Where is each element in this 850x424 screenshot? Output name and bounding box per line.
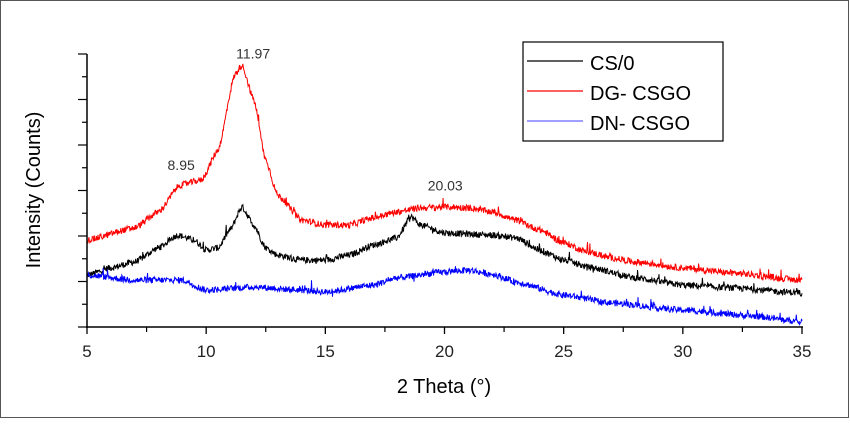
peak-annotation: 11.97 (236, 46, 270, 62)
legend-label-dn-csgo: DN- CSGO (590, 113, 690, 135)
peak-annotation: 8.95 (168, 157, 195, 173)
x-tick-label: 25 (554, 342, 573, 361)
legend-label-cs0: CS/0 (590, 53, 634, 75)
series-line-dg-csgo (86, 63, 803, 284)
series-line-cs-0 (86, 203, 803, 297)
x-tick-label: 20 (435, 342, 454, 361)
x-axis-label: 2 Theta (°) (397, 376, 491, 398)
x-tick-label: 30 (673, 342, 692, 361)
legend: CS/0 DG- CSGO DN- CSGO (522, 41, 724, 142)
y-axis-label: Intensity (Counts) (23, 112, 45, 269)
peak-annotation: 20.03 (428, 178, 463, 194)
legend-label-dg-csgo: DG- CSGO (590, 83, 691, 105)
x-tick-label: 15 (316, 342, 335, 361)
x-tick-label: 5 (82, 342, 91, 361)
x-tick-label: 35 (793, 342, 812, 361)
legend-box (522, 41, 724, 142)
series-line-dn-csgo (86, 266, 803, 327)
x-tick-label: 10 (197, 342, 216, 361)
